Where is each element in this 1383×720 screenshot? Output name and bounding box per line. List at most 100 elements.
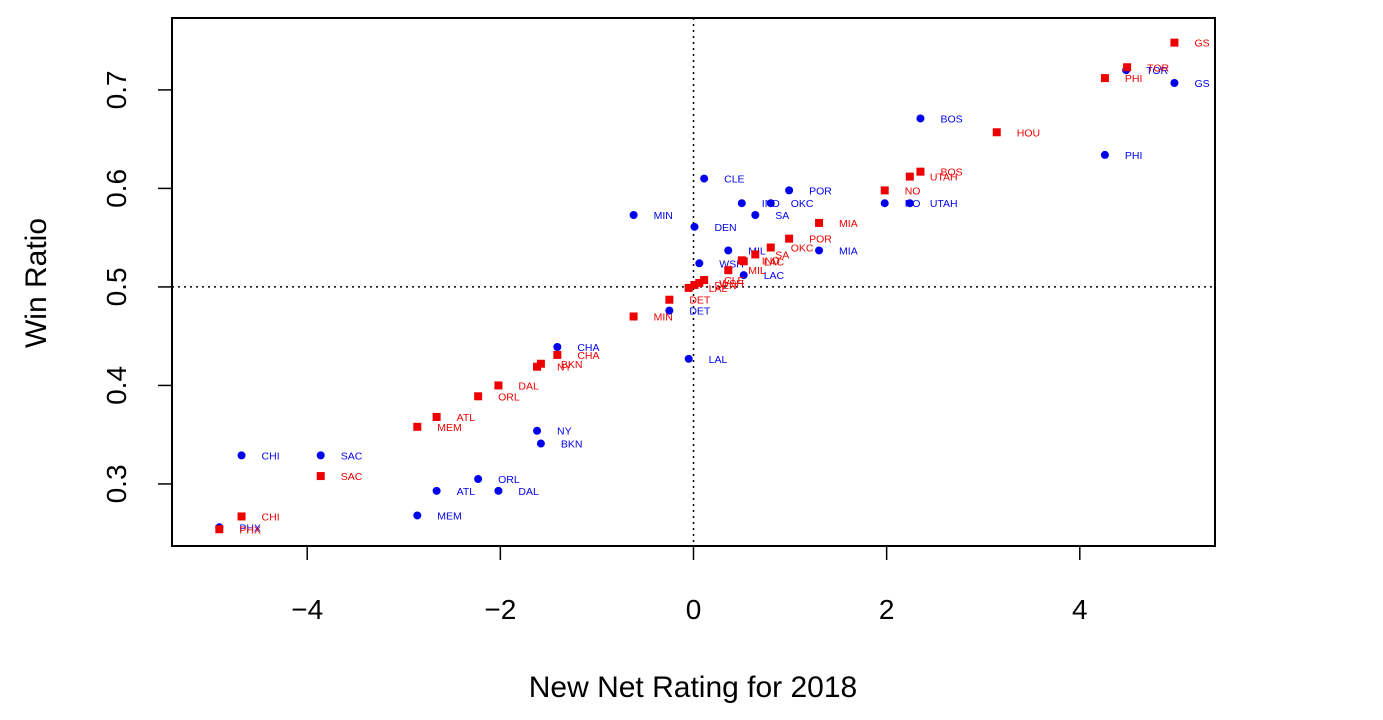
- point-label-okc: OKC: [791, 243, 814, 255]
- point-label-sa: SA: [775, 249, 789, 261]
- point-label-no: NO: [905, 185, 921, 197]
- data-point-sa: [751, 250, 760, 259]
- point-label-ny: NY: [557, 362, 572, 374]
- point-label-den: DEN: [714, 222, 736, 234]
- point-label-den: DEN: [714, 280, 736, 292]
- data-point-mem: [413, 422, 422, 431]
- point-label-ny: NY: [557, 426, 572, 438]
- data-point-por: [785, 234, 794, 243]
- data-point-bos: [916, 167, 925, 176]
- point-label-ind: IND: [762, 255, 781, 267]
- point-label-lac: LAC: [764, 256, 785, 268]
- point-label-sac: SAC: [341, 450, 363, 462]
- data-point-cle: [700, 174, 709, 183]
- data-point-ny: [533, 362, 542, 371]
- point-label-cha: CHA: [577, 342, 599, 354]
- data-points: GSTORPHIBOSUTAHNOMIAPOROKCSAINDLACMILWSH…: [215, 38, 1210, 536]
- data-point-mia: [815, 246, 824, 255]
- point-label-orl: ORL: [498, 391, 520, 403]
- data-point-mil: [724, 246, 733, 255]
- data-point-wsh: [695, 259, 704, 268]
- data-point-hou: [992, 128, 1001, 137]
- point-label-min: MIN: [654, 210, 673, 222]
- data-point-lac: [739, 257, 748, 266]
- x-tick-label: 2: [879, 594, 895, 625]
- data-point-okc: [766, 243, 775, 252]
- point-label-mia: MIA: [839, 218, 858, 230]
- circle-series: GSTORPHIBOSUTAHNOMIAPOROKCSAINDLACMILWSH…: [215, 65, 1210, 534]
- point-label-lal: LAL: [709, 283, 728, 295]
- point-label-phx: PHX: [239, 522, 261, 534]
- data-point-atl: [432, 412, 441, 421]
- x-tick-label: −2: [484, 594, 516, 625]
- data-point-chi: [237, 451, 246, 460]
- data-point-mia: [815, 218, 824, 227]
- point-label-cle: CLE: [724, 174, 744, 186]
- point-label-wsh: WSH: [719, 278, 744, 290]
- data-point-ny: [533, 426, 542, 435]
- point-label-bos: BOS: [940, 167, 962, 179]
- data-point-min: [629, 211, 638, 220]
- data-point-cha: [553, 343, 562, 352]
- data-point-phi: [1100, 74, 1109, 83]
- point-label-atl: ATL: [457, 412, 476, 424]
- data-point-tor: [1123, 63, 1132, 72]
- y-tick-label: 0.6: [101, 169, 132, 208]
- data-point-bkn: [536, 439, 545, 448]
- point-label-cle: CLE: [724, 275, 744, 287]
- x-tick-label: −4: [291, 594, 323, 625]
- data-point-orl: [474, 475, 483, 484]
- point-label-bos: BOS: [940, 113, 962, 125]
- point-label-utah: UTAH: [930, 172, 958, 184]
- point-label-phi: PHI: [1125, 73, 1143, 85]
- square-series: GSTORPHIHOUBOSUTAHNOMIAPOROKCSAINDLACMIL…: [215, 38, 1210, 536]
- point-label-det: DET: [689, 295, 711, 307]
- data-point-phx: [215, 525, 224, 534]
- point-label-chi: CHI: [262, 450, 280, 462]
- data-point-gs: [1170, 38, 1179, 47]
- point-label-phx: PHX: [239, 524, 261, 536]
- point-label-gs: GS: [1194, 78, 1209, 90]
- point-label-orl: ORL: [498, 474, 520, 486]
- x-axis-title: New Net Rating for 2018: [529, 671, 858, 704]
- point-label-mem: MEM: [437, 422, 462, 434]
- data-point-ind: [737, 199, 746, 208]
- data-point-det: [665, 306, 674, 315]
- data-point-atl: [432, 486, 441, 495]
- point-label-lal: LAL: [709, 354, 728, 366]
- point-label-tor: TOR: [1147, 62, 1169, 74]
- y-axis: 0.3 0.4 0.5 0.6 0.7: [101, 70, 173, 503]
- data-point-no: [880, 199, 889, 208]
- point-label-gs: GS: [1194, 38, 1209, 50]
- point-label-phi: PHI: [1125, 150, 1143, 162]
- data-point-sa: [751, 211, 760, 220]
- y-tick-label: 0.4: [101, 366, 132, 405]
- point-label-okc: OKC: [791, 198, 814, 210]
- point-label-lac: LAC: [764, 270, 785, 282]
- y-tick-label: 0.7: [101, 70, 132, 109]
- point-label-cha: CHA: [577, 350, 599, 362]
- point-label-dal: DAL: [518, 380, 539, 392]
- data-point-mem: [413, 511, 422, 520]
- data-point-lal: [684, 283, 693, 292]
- data-point-lal: [684, 354, 693, 363]
- data-point-det: [665, 295, 674, 304]
- data-point-gs: [1170, 79, 1179, 88]
- point-label-dal: DAL: [518, 486, 539, 498]
- point-label-por: POR: [809, 234, 832, 246]
- data-point-dal: [494, 381, 503, 390]
- point-label-tor: TOR: [1146, 65, 1168, 77]
- point-label-por: POR: [809, 185, 832, 197]
- data-point-den: [690, 222, 699, 231]
- point-label-min: MIN: [654, 311, 673, 323]
- point-label-atl: ATL: [457, 486, 476, 498]
- data-point-no: [880, 186, 889, 195]
- point-label-hou: HOU: [1017, 127, 1040, 139]
- point-label-utah: UTAH: [930, 198, 958, 210]
- data-point-utah: [905, 172, 914, 181]
- data-point-dal: [494, 486, 503, 495]
- data-point-lac: [739, 271, 748, 280]
- data-point-okc: [766, 199, 775, 208]
- data-point-phi: [1100, 150, 1109, 159]
